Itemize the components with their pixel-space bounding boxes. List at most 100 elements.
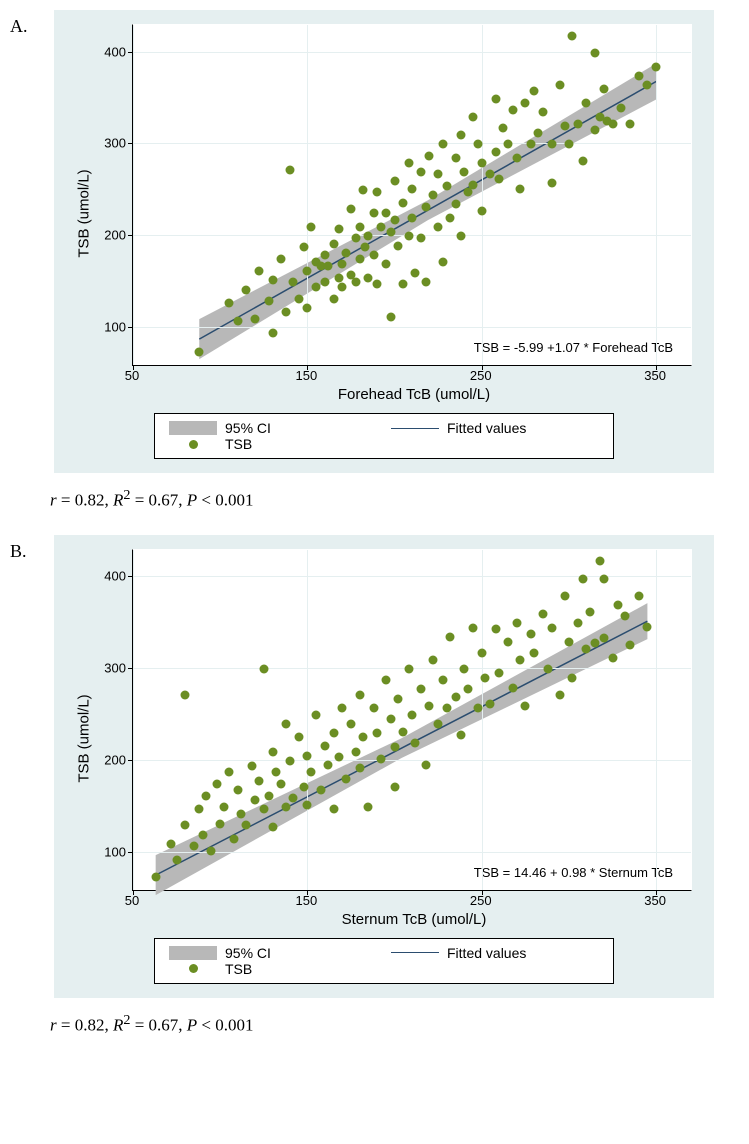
data-point <box>474 703 483 712</box>
page: A. TSB (umol/L) 100200300400 TSB = -5.99… <box>0 0 749 1079</box>
data-point <box>268 747 277 756</box>
data-point <box>198 830 207 839</box>
legend-tsb: TSB <box>169 436 377 452</box>
data-point <box>547 623 556 632</box>
legend-ci-b: 95% CI <box>169 945 377 961</box>
data-point <box>271 768 280 777</box>
data-point <box>526 630 535 639</box>
data-point <box>251 795 260 804</box>
ci-swatch-icon <box>169 421 217 435</box>
legend-tsb-b: TSB <box>169 961 377 977</box>
panel-a-equation: TSB = -5.99 +1.07 * Forehead TcB <box>474 340 673 355</box>
xtick-label: 150 <box>296 368 318 383</box>
data-point <box>277 779 286 788</box>
data-point <box>355 764 364 773</box>
data-point <box>451 692 460 701</box>
data-point <box>167 839 176 848</box>
data-point <box>526 140 535 149</box>
data-point <box>477 206 486 215</box>
data-point <box>282 802 291 811</box>
ci-band <box>199 64 656 360</box>
data-point <box>582 644 591 653</box>
data-point <box>289 793 298 802</box>
data-point <box>329 804 338 813</box>
data-point <box>617 103 626 112</box>
panel-a-plot-area: TSB = -5.99 +1.07 * Forehead TcB <box>132 24 692 366</box>
data-point <box>442 703 451 712</box>
data-point <box>387 227 396 236</box>
data-point <box>373 280 382 289</box>
panel-a-yticks: 100200300400 <box>96 24 132 403</box>
data-point <box>254 777 263 786</box>
data-point <box>474 140 483 149</box>
data-point <box>620 611 629 620</box>
data-point <box>521 99 530 108</box>
panel-b-ylabel: TSB (umol/L) <box>76 694 93 782</box>
data-point <box>381 676 390 685</box>
data-point <box>299 243 308 252</box>
data-point <box>446 632 455 641</box>
data-point <box>561 591 570 600</box>
data-point <box>568 32 577 41</box>
data-point <box>233 786 242 795</box>
data-point <box>399 280 408 289</box>
data-point <box>224 768 233 777</box>
data-point <box>582 99 591 108</box>
data-point <box>329 239 338 248</box>
data-point <box>237 810 246 819</box>
data-point <box>469 180 478 189</box>
data-point <box>439 258 448 267</box>
data-point <box>451 154 460 163</box>
data-point <box>608 654 617 663</box>
data-point <box>346 204 355 213</box>
data-point <box>373 729 382 738</box>
data-point <box>516 184 525 193</box>
data-point <box>265 296 274 305</box>
data-point <box>564 637 573 646</box>
panel-b-plot-area: TSB = 14.46 + 0.98 * Sternum TcB <box>132 549 692 891</box>
data-point <box>491 624 500 633</box>
ytick-label: 100 <box>104 320 126 335</box>
data-point <box>521 701 530 710</box>
data-point <box>608 120 617 129</box>
data-point <box>491 147 500 156</box>
data-point <box>408 711 417 720</box>
data-point <box>634 591 643 600</box>
data-point <box>359 733 368 742</box>
xtick-label: 350 <box>644 893 666 908</box>
panel-a-ylabel: TSB (umol/L) <box>76 169 93 257</box>
data-point <box>625 120 634 129</box>
data-point <box>516 655 525 664</box>
data-point <box>294 733 303 742</box>
ytick-label: 400 <box>104 569 126 584</box>
line-swatch-icon <box>391 428 439 429</box>
data-point <box>317 786 326 795</box>
data-point <box>456 232 465 241</box>
data-point <box>568 674 577 683</box>
ytick-label: 300 <box>104 661 126 676</box>
data-point <box>564 140 573 149</box>
data-point <box>268 328 277 337</box>
data-point <box>530 87 539 96</box>
data-point <box>359 186 368 195</box>
data-point <box>486 700 495 709</box>
data-point <box>495 668 504 677</box>
data-point <box>172 856 181 865</box>
data-point <box>181 821 190 830</box>
legend-fitted-b: Fitted values <box>391 945 599 961</box>
data-point <box>503 140 512 149</box>
legend-tsb-label: TSB <box>225 961 252 977</box>
data-point <box>394 241 403 250</box>
data-point <box>439 140 448 149</box>
data-point <box>242 821 251 830</box>
data-point <box>268 276 277 285</box>
data-point <box>360 243 369 252</box>
data-point <box>224 298 233 307</box>
data-point <box>352 234 361 243</box>
data-point <box>202 791 211 800</box>
data-point <box>643 80 652 89</box>
data-point <box>421 202 430 211</box>
data-point <box>491 94 500 103</box>
data-point <box>547 140 556 149</box>
data-point <box>312 282 321 291</box>
